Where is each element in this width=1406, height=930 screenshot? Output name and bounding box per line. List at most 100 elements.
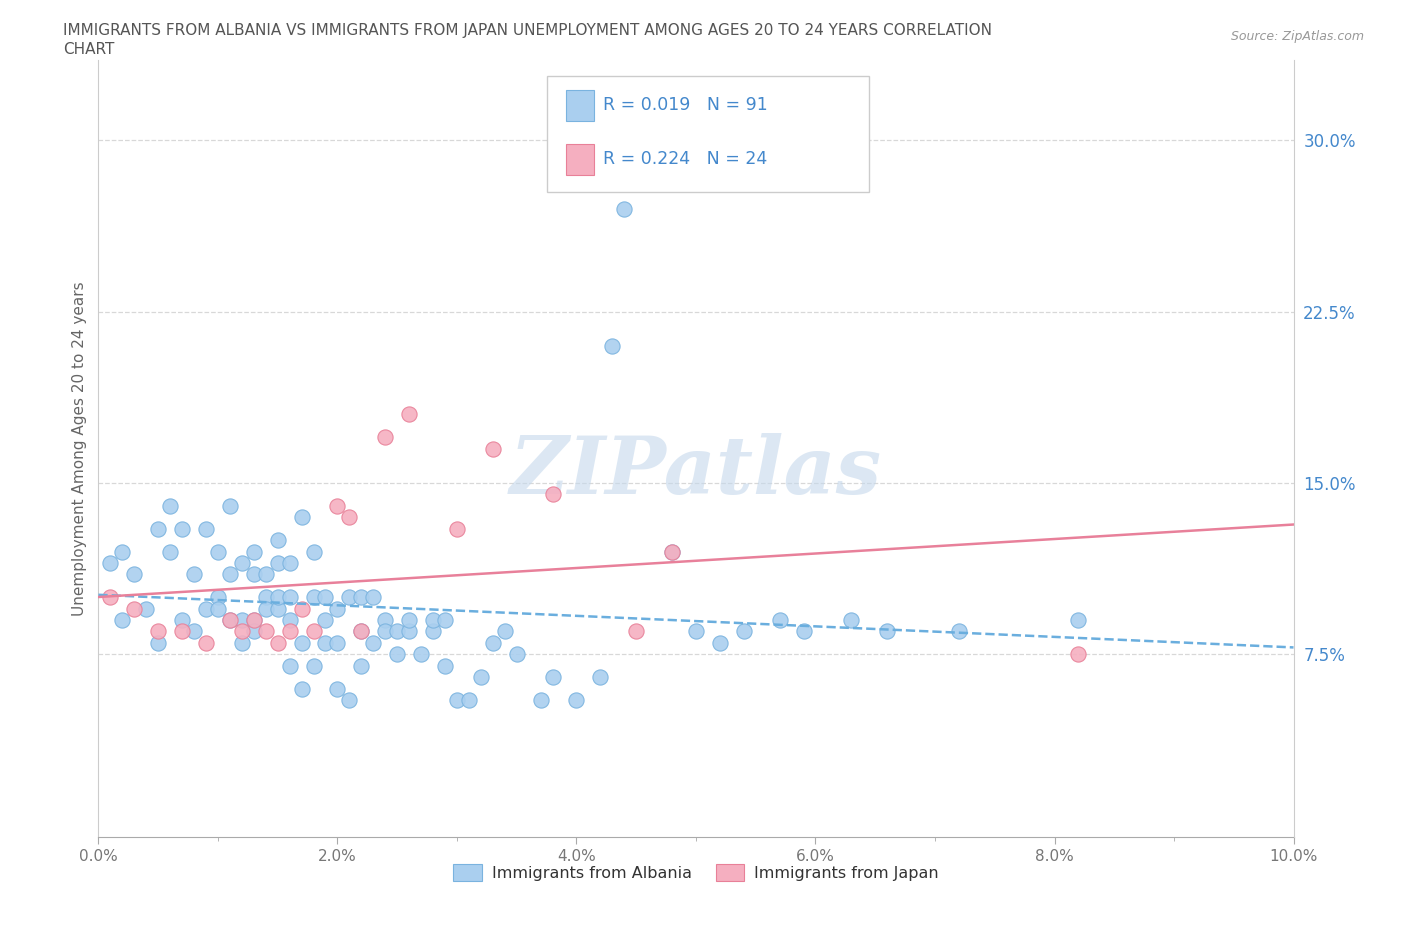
Point	[434, 613, 457, 628]
Point	[207, 590, 229, 604]
Point	[326, 601, 349, 616]
Point	[315, 590, 337, 604]
Point	[374, 430, 396, 445]
Point	[1067, 647, 1090, 662]
Point	[385, 647, 409, 662]
Point	[98, 555, 122, 570]
Point	[613, 202, 636, 217]
Point	[876, 624, 898, 639]
Point	[398, 407, 420, 422]
Point	[565, 693, 588, 708]
Point	[243, 613, 266, 628]
Point	[350, 624, 373, 639]
Point	[470, 670, 492, 684]
FancyBboxPatch shape	[547, 76, 869, 193]
Point	[219, 567, 242, 582]
Point	[661, 544, 683, 559]
Text: CHART: CHART	[63, 42, 115, 57]
Legend: Immigrants from Albania, Immigrants from Japan: Immigrants from Albania, Immigrants from…	[447, 857, 945, 887]
Point	[278, 590, 301, 604]
Point	[172, 613, 194, 628]
Point	[530, 693, 553, 708]
Point	[124, 601, 146, 616]
Point	[291, 510, 314, 525]
Point	[339, 510, 361, 525]
Point	[446, 521, 468, 536]
Point	[374, 624, 396, 639]
Point	[183, 624, 205, 639]
Point	[363, 590, 385, 604]
Point	[243, 624, 266, 639]
Point	[219, 613, 242, 628]
Point	[350, 658, 373, 673]
FancyBboxPatch shape	[565, 144, 595, 176]
Point	[243, 567, 266, 582]
Point	[948, 624, 970, 639]
Point	[302, 544, 325, 559]
Point	[385, 624, 409, 639]
Point	[278, 555, 301, 570]
Point	[254, 590, 277, 604]
Text: IMMIGRANTS FROM ALBANIA VS IMMIGRANTS FROM JAPAN UNEMPLOYMENT AMONG AGES 20 TO 2: IMMIGRANTS FROM ALBANIA VS IMMIGRANTS FR…	[63, 23, 993, 38]
Point	[769, 613, 792, 628]
Point	[315, 613, 337, 628]
Point	[243, 544, 266, 559]
Point	[339, 590, 361, 604]
Point	[111, 544, 134, 559]
Point	[661, 544, 683, 559]
Point	[541, 487, 564, 502]
Point	[267, 601, 290, 616]
Text: R = 0.019   N = 91: R = 0.019 N = 91	[603, 96, 768, 113]
Point	[411, 647, 433, 662]
Text: R = 0.224   N = 24: R = 0.224 N = 24	[603, 150, 768, 168]
Point	[626, 624, 648, 639]
Point	[291, 635, 314, 650]
Point	[254, 624, 277, 639]
Point	[733, 624, 755, 639]
Point	[195, 635, 218, 650]
Point	[315, 635, 337, 650]
Point	[159, 498, 181, 513]
Point	[326, 635, 349, 650]
Point	[207, 601, 229, 616]
Point	[541, 670, 564, 684]
Point	[422, 613, 444, 628]
Point	[243, 613, 266, 628]
Point	[434, 658, 457, 673]
Point	[98, 590, 122, 604]
Point	[231, 555, 253, 570]
Point	[398, 613, 420, 628]
Point	[159, 544, 181, 559]
Point	[231, 624, 253, 639]
Point	[219, 498, 242, 513]
Point	[291, 681, 314, 696]
Point	[219, 613, 242, 628]
Point	[172, 624, 194, 639]
Point	[363, 635, 385, 650]
Point	[326, 498, 349, 513]
Point	[291, 601, 314, 616]
Point	[446, 693, 468, 708]
Point	[793, 624, 815, 639]
Point	[183, 567, 205, 582]
Point	[339, 693, 361, 708]
Point	[207, 544, 229, 559]
Point	[278, 658, 301, 673]
Point	[302, 590, 325, 604]
Point	[302, 658, 325, 673]
Point	[135, 601, 157, 616]
Point	[302, 624, 325, 639]
Point	[267, 555, 290, 570]
Point	[326, 681, 349, 696]
Point	[1067, 613, 1090, 628]
Point	[350, 590, 373, 604]
Point	[398, 624, 420, 639]
Y-axis label: Unemployment Among Ages 20 to 24 years: Unemployment Among Ages 20 to 24 years	[72, 282, 87, 616]
Point	[841, 613, 863, 628]
Point	[111, 613, 134, 628]
Point	[267, 533, 290, 548]
Point	[172, 521, 194, 536]
Point	[254, 601, 277, 616]
Point	[278, 613, 301, 628]
Point	[422, 624, 444, 639]
